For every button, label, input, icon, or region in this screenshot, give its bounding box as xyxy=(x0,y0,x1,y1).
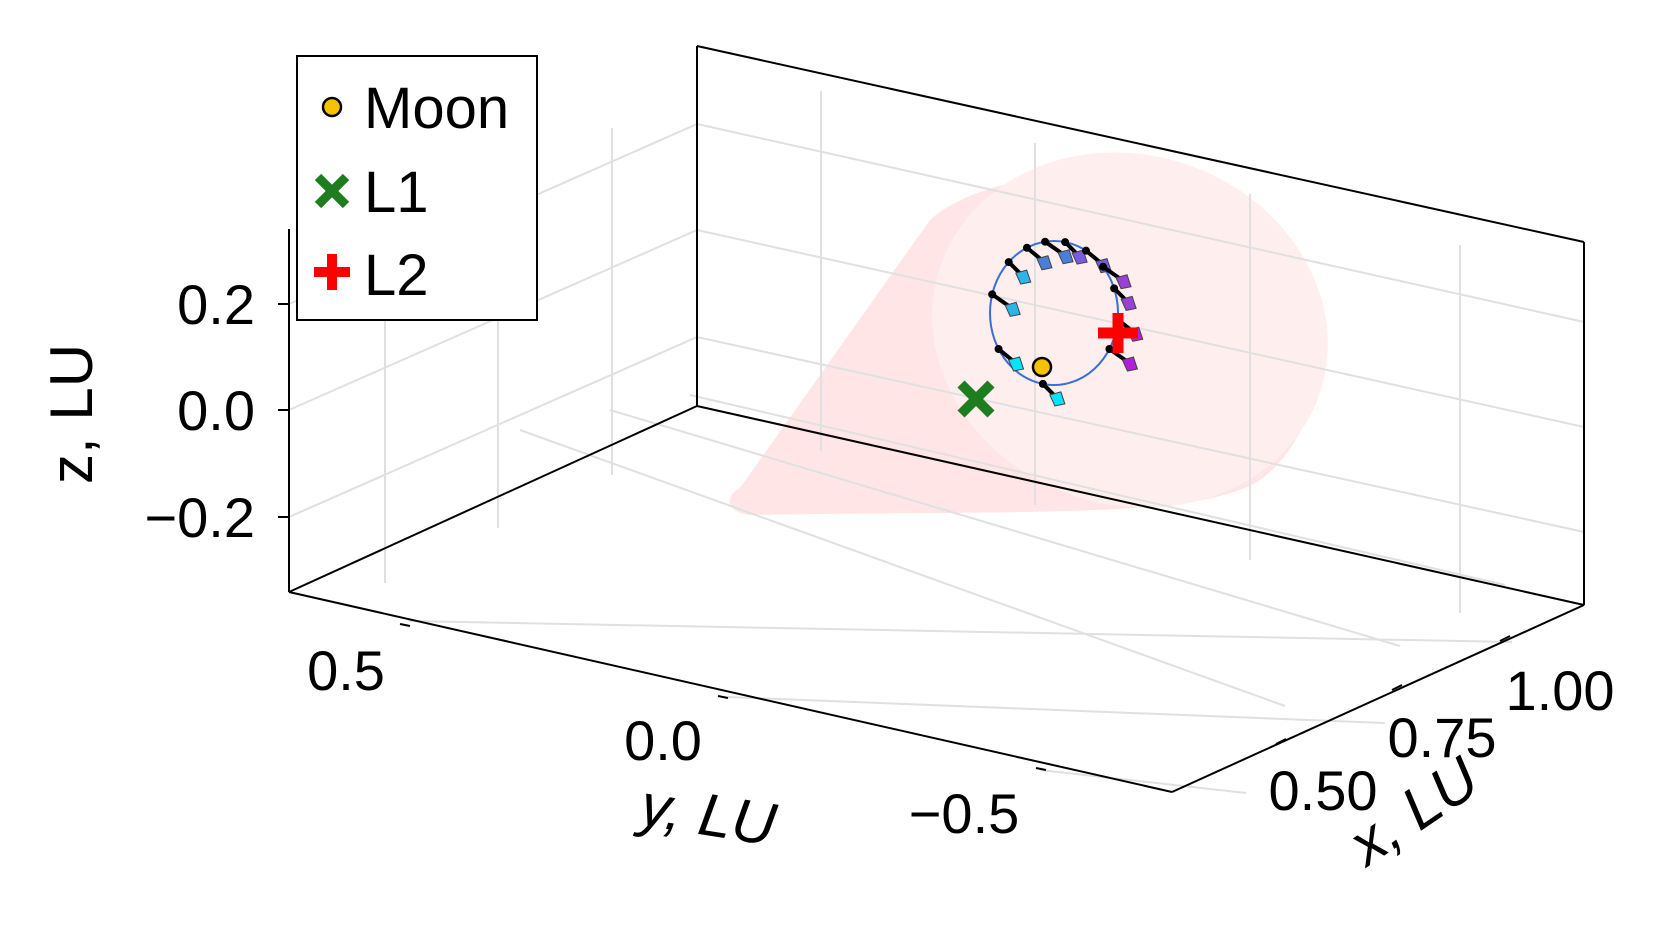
legend-moon-marker xyxy=(321,96,343,118)
z-tick-label: 0.2 xyxy=(177,273,255,336)
z-axis-title: z, LU xyxy=(38,344,105,484)
legend-label-l1: L1 xyxy=(364,160,429,225)
y-axis-title: y, LU xyxy=(632,770,781,858)
moon-marker xyxy=(1031,356,1053,378)
legend-l1-marker xyxy=(314,173,350,209)
legend-l2-marker xyxy=(314,254,350,290)
z-tick-labels: 0.2 0.0 −0.2 xyxy=(144,273,255,549)
legend-label-l2: L2 xyxy=(364,243,429,308)
shadow-cone xyxy=(729,152,1328,516)
legend-label-moon: Moon xyxy=(364,76,509,141)
x-tick-label: 0.75 xyxy=(1388,706,1497,769)
orbit-arrow xyxy=(1041,237,1074,265)
y-tick-label: 0.5 xyxy=(307,639,385,702)
z-tick-label: −0.2 xyxy=(144,486,255,549)
orbit-arrow xyxy=(1038,379,1066,407)
orbit-arrow xyxy=(988,290,1021,317)
orbit-arrow xyxy=(994,345,1025,372)
orbit-arrow xyxy=(1099,262,1132,290)
orbit-arrow xyxy=(1022,243,1053,271)
legend: Moon L1 L2 xyxy=(296,55,538,321)
tick-marks xyxy=(278,303,1511,771)
orbit-arrow xyxy=(1110,284,1137,311)
z-tick-label: 0.0 xyxy=(177,379,255,442)
x-tick-labels: 0.50 0.75 1.00 xyxy=(1269,659,1615,822)
orbit-arrow xyxy=(1004,258,1032,285)
l2-marker xyxy=(1098,313,1138,353)
axis-frame xyxy=(288,45,1585,793)
x-tick-label: 0.50 xyxy=(1269,759,1378,822)
y-tick-label: 0.0 xyxy=(624,709,702,772)
l1-marker xyxy=(957,380,995,418)
y-tick-label: −0.5 xyxy=(909,782,1020,845)
plot-markers xyxy=(957,313,1138,418)
y-tick-labels: 0.5 0.0 −0.5 xyxy=(307,639,1019,845)
x-tick-label: 1.00 xyxy=(1506,659,1615,722)
